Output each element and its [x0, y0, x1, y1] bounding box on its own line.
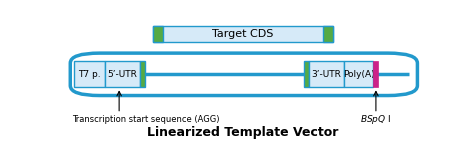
- FancyBboxPatch shape: [140, 61, 145, 87]
- FancyBboxPatch shape: [70, 53, 418, 96]
- Text: 5’-UTR: 5’-UTR: [108, 70, 137, 79]
- FancyBboxPatch shape: [74, 61, 105, 87]
- Text: T7 p.: T7 p.: [78, 70, 101, 79]
- FancyBboxPatch shape: [309, 61, 344, 87]
- Text: $\mathit{BSpQ}$ I: $\mathit{BSpQ}$ I: [360, 113, 392, 126]
- FancyBboxPatch shape: [304, 61, 309, 87]
- FancyBboxPatch shape: [374, 61, 378, 87]
- FancyBboxPatch shape: [344, 61, 374, 87]
- Text: Linearized Template Vector: Linearized Template Vector: [147, 126, 338, 139]
- Text: 3’-UTR: 3’-UTR: [311, 70, 341, 79]
- FancyBboxPatch shape: [153, 26, 333, 42]
- FancyBboxPatch shape: [105, 61, 140, 87]
- Text: Transcription start sequence (AGG): Transcription start sequence (AGG): [72, 115, 219, 124]
- FancyBboxPatch shape: [323, 26, 333, 42]
- FancyBboxPatch shape: [153, 26, 163, 42]
- Text: Target CDS: Target CDS: [212, 29, 273, 39]
- Text: Poly(A): Poly(A): [343, 70, 374, 79]
